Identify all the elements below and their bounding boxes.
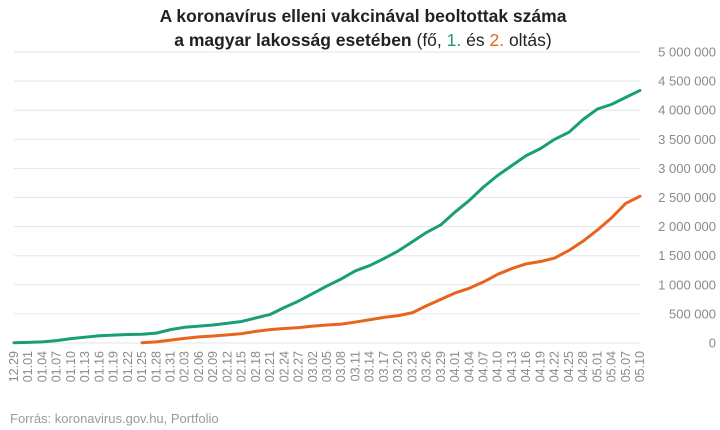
x-tick-label: 02.09: [206, 351, 220, 382]
x-tick-label: 03.11: [348, 351, 362, 381]
x-tick-label: 02.06: [192, 351, 206, 382]
x-tick-label: 04.07: [477, 351, 491, 382]
source-note: Forrás: koronavirus.gov.hu, Portfolio: [10, 411, 219, 426]
x-tick-label: 05.01: [590, 351, 604, 382]
x-tick-label: 01.07: [50, 351, 64, 382]
x-tick-label: 04.16: [519, 351, 533, 382]
x-tick-label: 01.22: [121, 351, 135, 382]
x-tick-label: 03.14: [363, 351, 377, 382]
y-tick-label: 3 500 000: [658, 132, 716, 147]
x-tick-label: 02.12: [220, 351, 234, 382]
y-tick-label: 1 500 000: [658, 248, 716, 263]
x-tick-label: 01.16: [92, 351, 106, 382]
x-tick-label: 02.27: [292, 351, 306, 382]
x-tick-label: 04.01: [448, 351, 462, 382]
y-tick-label: 1 000 000: [658, 277, 716, 292]
y-tick-label: 500 000: [669, 306, 716, 321]
x-tick-label: 03.23: [405, 351, 419, 382]
x-tick-label: 04.13: [505, 351, 519, 382]
x-tick-label: 03.17: [377, 351, 391, 382]
y-tick-label: 2 000 000: [658, 219, 716, 234]
y-tick-label: 4 000 000: [658, 103, 716, 118]
x-tick-label: 01.10: [64, 351, 78, 382]
x-tick-label: 02.24: [277, 351, 291, 382]
title-dose2-label: 2.: [489, 30, 504, 50]
x-tick-label: 03.08: [334, 351, 348, 382]
title-line2-close: oltás): [504, 30, 552, 50]
y-tick-label: 0: [709, 336, 716, 351]
x-tick-label: 03.29: [434, 351, 448, 382]
y-tick-label: 4 500 000: [658, 74, 716, 89]
x-tick-label: 01.25: [135, 351, 149, 382]
x-tick-label: 01.01: [21, 351, 35, 382]
x-tick-label: 03.05: [320, 351, 334, 382]
x-tick-label: 02.21: [263, 351, 277, 382]
dose1-line: [12, 88, 642, 345]
y-tick-label: 3 000 000: [658, 161, 716, 176]
x-tick-label: 05.07: [619, 351, 633, 382]
title-line2-open: (fő,: [412, 30, 447, 50]
x-tick-label: 01.19: [107, 351, 121, 382]
title-line2-bold: a magyar lakosság esetében: [174, 30, 411, 50]
x-axis-ticks: 12.29 01.01 01.04 01.07 01.10 01.13 01.16 01.19…: [7, 351, 647, 382]
x-tick-label: 12.29: [7, 351, 21, 382]
chart-title-line1: A koronavírus elleni vakcinával beoltott…: [160, 6, 567, 26]
y-tick-label: 2 500 000: [658, 190, 716, 205]
y-tick-label: 5 000 000: [658, 45, 716, 60]
x-tick-label: 03.26: [420, 351, 434, 382]
x-tick-label: 04.19: [533, 351, 547, 382]
y-axis-ticks: 0 500 000 1 000 000 1 500 000 2 000 000 2 500…: [658, 45, 716, 351]
x-tick-label: 05.10: [633, 351, 647, 382]
x-tick-label: 02.03: [178, 351, 192, 382]
x-tick-label: 01.31: [164, 351, 178, 382]
x-tick-label: 02.15: [235, 351, 249, 382]
x-tick-label: 03.20: [391, 351, 405, 382]
x-tick-label: 01.04: [35, 351, 49, 382]
x-tick-label: 04.25: [562, 351, 576, 382]
series-lines: [12, 88, 642, 345]
x-tick-label: 04.22: [548, 351, 562, 382]
x-tick-label: 02.18: [249, 351, 263, 382]
x-tick-label: 01.28: [149, 351, 163, 382]
x-tick-label: 04.28: [576, 351, 590, 382]
chart-title-line2: a magyar lakosság esetében (fő, 1. és 2.…: [174, 30, 551, 50]
title-line2-mid: és: [461, 30, 489, 50]
title-dose1-label: 1.: [447, 30, 462, 50]
x-tick-label: 04.10: [491, 351, 505, 382]
gridlines: [14, 51, 640, 344]
x-tick-label: 05.04: [605, 351, 619, 382]
x-tick-label: 03.02: [306, 351, 320, 382]
dose2-line: [140, 194, 642, 345]
x-tick-label: 04.04: [462, 351, 476, 382]
x-tick-label: 01.13: [78, 351, 92, 382]
